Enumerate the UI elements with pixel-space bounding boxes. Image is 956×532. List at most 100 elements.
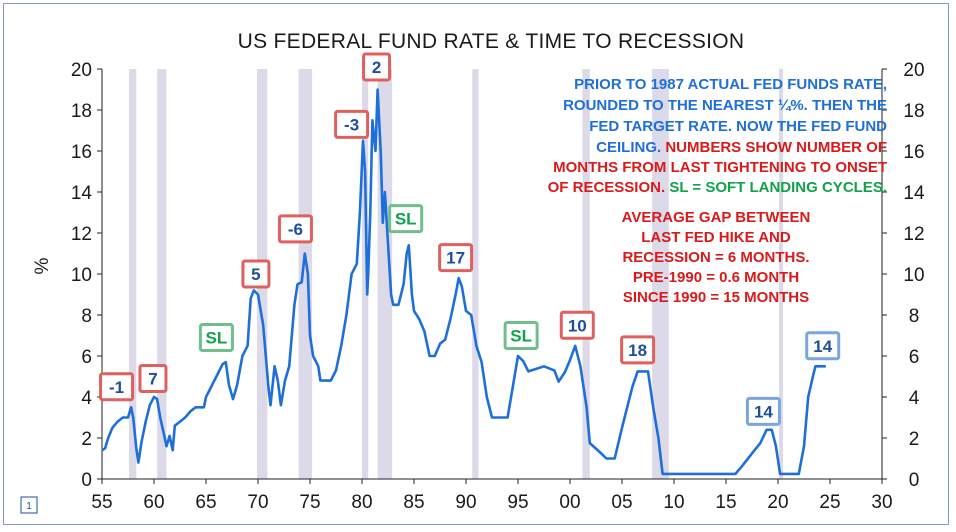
y-tick-label-right: 20 bbox=[903, 60, 924, 81]
annotation-line: MONTHS FROM LAST TIGHTENING TO ONSET bbox=[553, 159, 887, 176]
x-tick-label: 85 bbox=[403, 492, 424, 513]
recession-band bbox=[582, 69, 590, 479]
marker-label: -1 bbox=[109, 378, 124, 397]
marker-label: 2 bbox=[372, 58, 381, 77]
annotation-line: AVERAGE GAP BETWEEN bbox=[622, 209, 811, 226]
marker-box bbox=[805, 331, 841, 361]
y-tick-label-right: 6 bbox=[909, 347, 920, 368]
annotation-line: FED TARGET RATE. NOW THE FED FUND bbox=[589, 118, 887, 135]
y-tick-label-right: 10 bbox=[903, 265, 924, 286]
x-tick-label: 90 bbox=[455, 492, 476, 513]
marker-label: SL bbox=[206, 329, 228, 348]
annotation-line: OF RECESSION. SL = SOFT LANDING CYCLES. bbox=[548, 179, 887, 196]
annotation-line: CEILING. NUMBERS SHOW NUMBER OF bbox=[596, 139, 887, 156]
x-tick-label: 30 bbox=[871, 492, 892, 513]
y-tick-label: 2 bbox=[81, 429, 92, 450]
recession-band bbox=[779, 69, 784, 479]
marker-box bbox=[99, 372, 135, 402]
x-tick-label: 95 bbox=[507, 492, 528, 513]
marker-box bbox=[503, 321, 539, 350]
y-axis-label: % bbox=[32, 257, 53, 274]
marker-label: SL bbox=[510, 327, 532, 346]
marker-box bbox=[198, 323, 234, 353]
y-tick-label-right: 4 bbox=[909, 388, 920, 409]
marker-box bbox=[241, 259, 271, 289]
marker-red: 18 bbox=[620, 335, 656, 365]
fed-funds-rate-line bbox=[101, 88, 826, 476]
x-tick-label: 15 bbox=[715, 492, 736, 513]
marker-label: 7 bbox=[148, 370, 157, 389]
y-tick-label: 12 bbox=[71, 224, 92, 245]
y-tick-label-right: 16 bbox=[903, 142, 924, 163]
recession-band bbox=[129, 69, 137, 479]
marker-label: 5 bbox=[251, 265, 260, 284]
marker-red: -1 bbox=[99, 372, 135, 402]
marker-label: 14 bbox=[754, 402, 773, 421]
y-tick-label-right: 12 bbox=[903, 224, 924, 245]
marker-box bbox=[277, 214, 313, 244]
marker-red: 7 bbox=[138, 364, 168, 394]
y-tick-label: 18 bbox=[71, 101, 92, 122]
annotation-layer: PRIOR TO 1987 ACTUAL FED FUNDS RATE, ROUN… bbox=[548, 76, 888, 306]
y-tick-label: 0 bbox=[81, 470, 92, 491]
y-tick-label: 8 bbox=[81, 306, 92, 327]
chart-title: US FEDERAL FUND RATE & TIME TO RECESSION bbox=[238, 30, 745, 53]
marker-red: 2 bbox=[362, 52, 392, 82]
marker-box bbox=[559, 310, 595, 340]
y-tick-label: 6 bbox=[81, 347, 92, 368]
marker-red: 10 bbox=[559, 310, 595, 340]
marker-label: -6 bbox=[288, 220, 303, 239]
y-tick-label-right: 8 bbox=[909, 306, 920, 327]
y-tick-label-right: 14 bbox=[903, 183, 925, 204]
markers-layer: -1 7 SL 5 -6 -3 2 SL 17 SL 10 18 14 14 bbox=[99, 52, 841, 426]
x-tick-label: 10 bbox=[663, 492, 684, 513]
y-tick-label: 4 bbox=[81, 388, 92, 409]
x-tick-label: 05 bbox=[611, 492, 632, 513]
marker-blue: 14 bbox=[745, 396, 781, 426]
recession-band bbox=[472, 69, 479, 479]
x-tick-label: 75 bbox=[299, 492, 320, 513]
marker-label: 10 bbox=[568, 316, 587, 335]
marker-red: -6 bbox=[277, 214, 313, 244]
page-number: 1 bbox=[26, 501, 32, 512]
annotation-line: PRIOR TO 1987 ACTUAL FED FUNDS RATE, bbox=[574, 76, 887, 93]
x-tick-label: 55 bbox=[91, 492, 112, 513]
marker-blue: 14 bbox=[805, 331, 841, 361]
x-tick-label: 25 bbox=[819, 492, 840, 513]
annotation-line: LAST FED HIKE AND bbox=[641, 229, 791, 246]
recession-band bbox=[298, 69, 313, 479]
y-tick-label: 14 bbox=[71, 183, 93, 204]
marker-box bbox=[388, 204, 424, 234]
y-tick-label-right: 18 bbox=[903, 101, 924, 122]
x-tick-label: 80 bbox=[351, 492, 372, 513]
marker-red: -3 bbox=[334, 109, 370, 139]
x-tick-label: 65 bbox=[195, 492, 216, 513]
series-layer bbox=[101, 88, 826, 476]
marker-label: SL bbox=[395, 210, 417, 229]
y-tick-label: 10 bbox=[71, 265, 92, 286]
x-tick-label: 00 bbox=[559, 492, 580, 513]
annotation-line: RECESSION = 6 MONTHS. bbox=[622, 249, 809, 266]
annotation-line: SINCE 1990 = 15 MONTHS bbox=[623, 289, 809, 306]
marker-label: 18 bbox=[628, 341, 647, 360]
marker-green: SL bbox=[388, 204, 424, 234]
page-number-box: 1 bbox=[20, 496, 38, 514]
marker-green: SL bbox=[198, 323, 234, 353]
chart-frame: 0 0 2 2 4 4 6 6 8 8 10 10 12 12 14 14 16 16 18 18 20 20 55 60 65… bbox=[3, 3, 949, 525]
marker-box bbox=[334, 109, 370, 139]
y-tick-label-right: 0 bbox=[909, 470, 920, 491]
y-tick-label: 16 bbox=[71, 142, 92, 163]
marker-box bbox=[438, 243, 474, 273]
marker-red: 5 bbox=[241, 259, 271, 289]
x-tick-label: 70 bbox=[247, 492, 268, 513]
annotation-line: PRE-1990 = 0.6 MONTH bbox=[633, 269, 799, 286]
y-tick-label-right: 2 bbox=[909, 429, 920, 450]
marker-label: 14 bbox=[813, 337, 832, 356]
marker-green: SL bbox=[503, 321, 539, 350]
y-tick-label: 20 bbox=[71, 60, 92, 81]
recession-band bbox=[362, 69, 369, 479]
marker-label: -3 bbox=[344, 115, 359, 134]
x-tick-label: 60 bbox=[143, 492, 164, 513]
